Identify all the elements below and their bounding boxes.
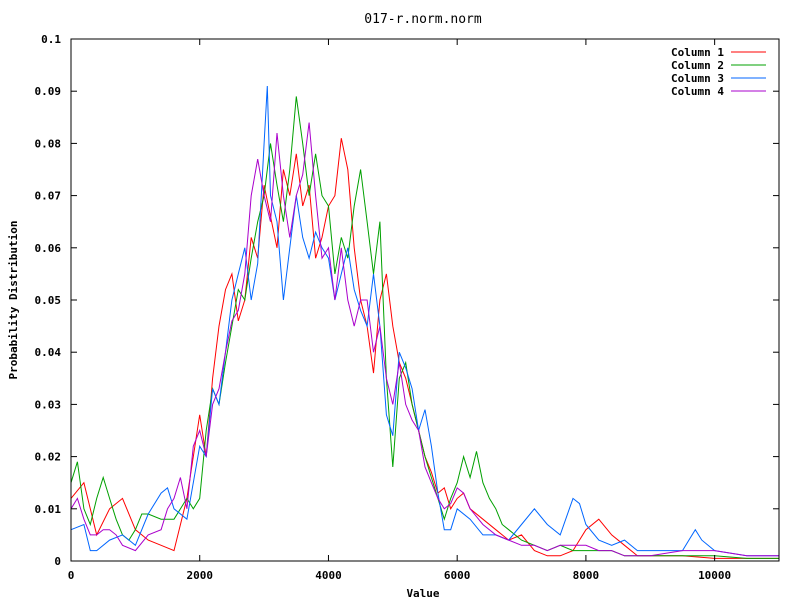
plot-frame [70, 38, 780, 562]
legend-label: Column 2 [671, 59, 724, 72]
y-tick-label: 0.09 [35, 85, 62, 98]
y-tick-label: 0.05 [35, 294, 62, 307]
series-line-column-4 [70, 122, 779, 557]
y-tick-label: 0.03 [35, 398, 62, 411]
y-tick-label: 0 [54, 555, 61, 568]
legend-label: Column 1 [671, 46, 724, 59]
series-line-column-1 [70, 138, 779, 559]
axes: 0 0.01 0.02 0.03 0.04 0.05 0.06 0.07 0.08 0.09 0.1… [35, 33, 780, 582]
x-tick-label: 0 [68, 569, 75, 582]
y-tick-label: 0.1 [41, 33, 61, 46]
series-line-column-3 [70, 85, 779, 557]
x-tick-label: 10000 [698, 569, 731, 582]
y-axis-label: Probability Distribution [7, 221, 20, 380]
legend-label: Column 4 [671, 85, 724, 98]
y-tick-label: 0.01 [35, 503, 62, 516]
x-tick-label: 4000 [315, 569, 342, 582]
x-axis-label: Value [406, 587, 439, 600]
plot-area [70, 85, 779, 559]
y-tick-label: 0.07 [35, 190, 62, 203]
chart-title: 017-r.norm.norm [364, 12, 482, 27]
x-tick-label: 2000 [186, 569, 213, 582]
y-tick-label: 0.02 [35, 451, 62, 464]
y-tick-label: 0.04 [35, 346, 62, 359]
y-tick-label: 0.06 [35, 242, 62, 255]
y-tick-label: 0.08 [35, 137, 62, 150]
legend-label: Column 3 [671, 72, 724, 85]
series-line-column-2 [70, 96, 779, 559]
x-tick-label: 6000 [444, 569, 471, 582]
x-tick-label: 8000 [573, 569, 600, 582]
